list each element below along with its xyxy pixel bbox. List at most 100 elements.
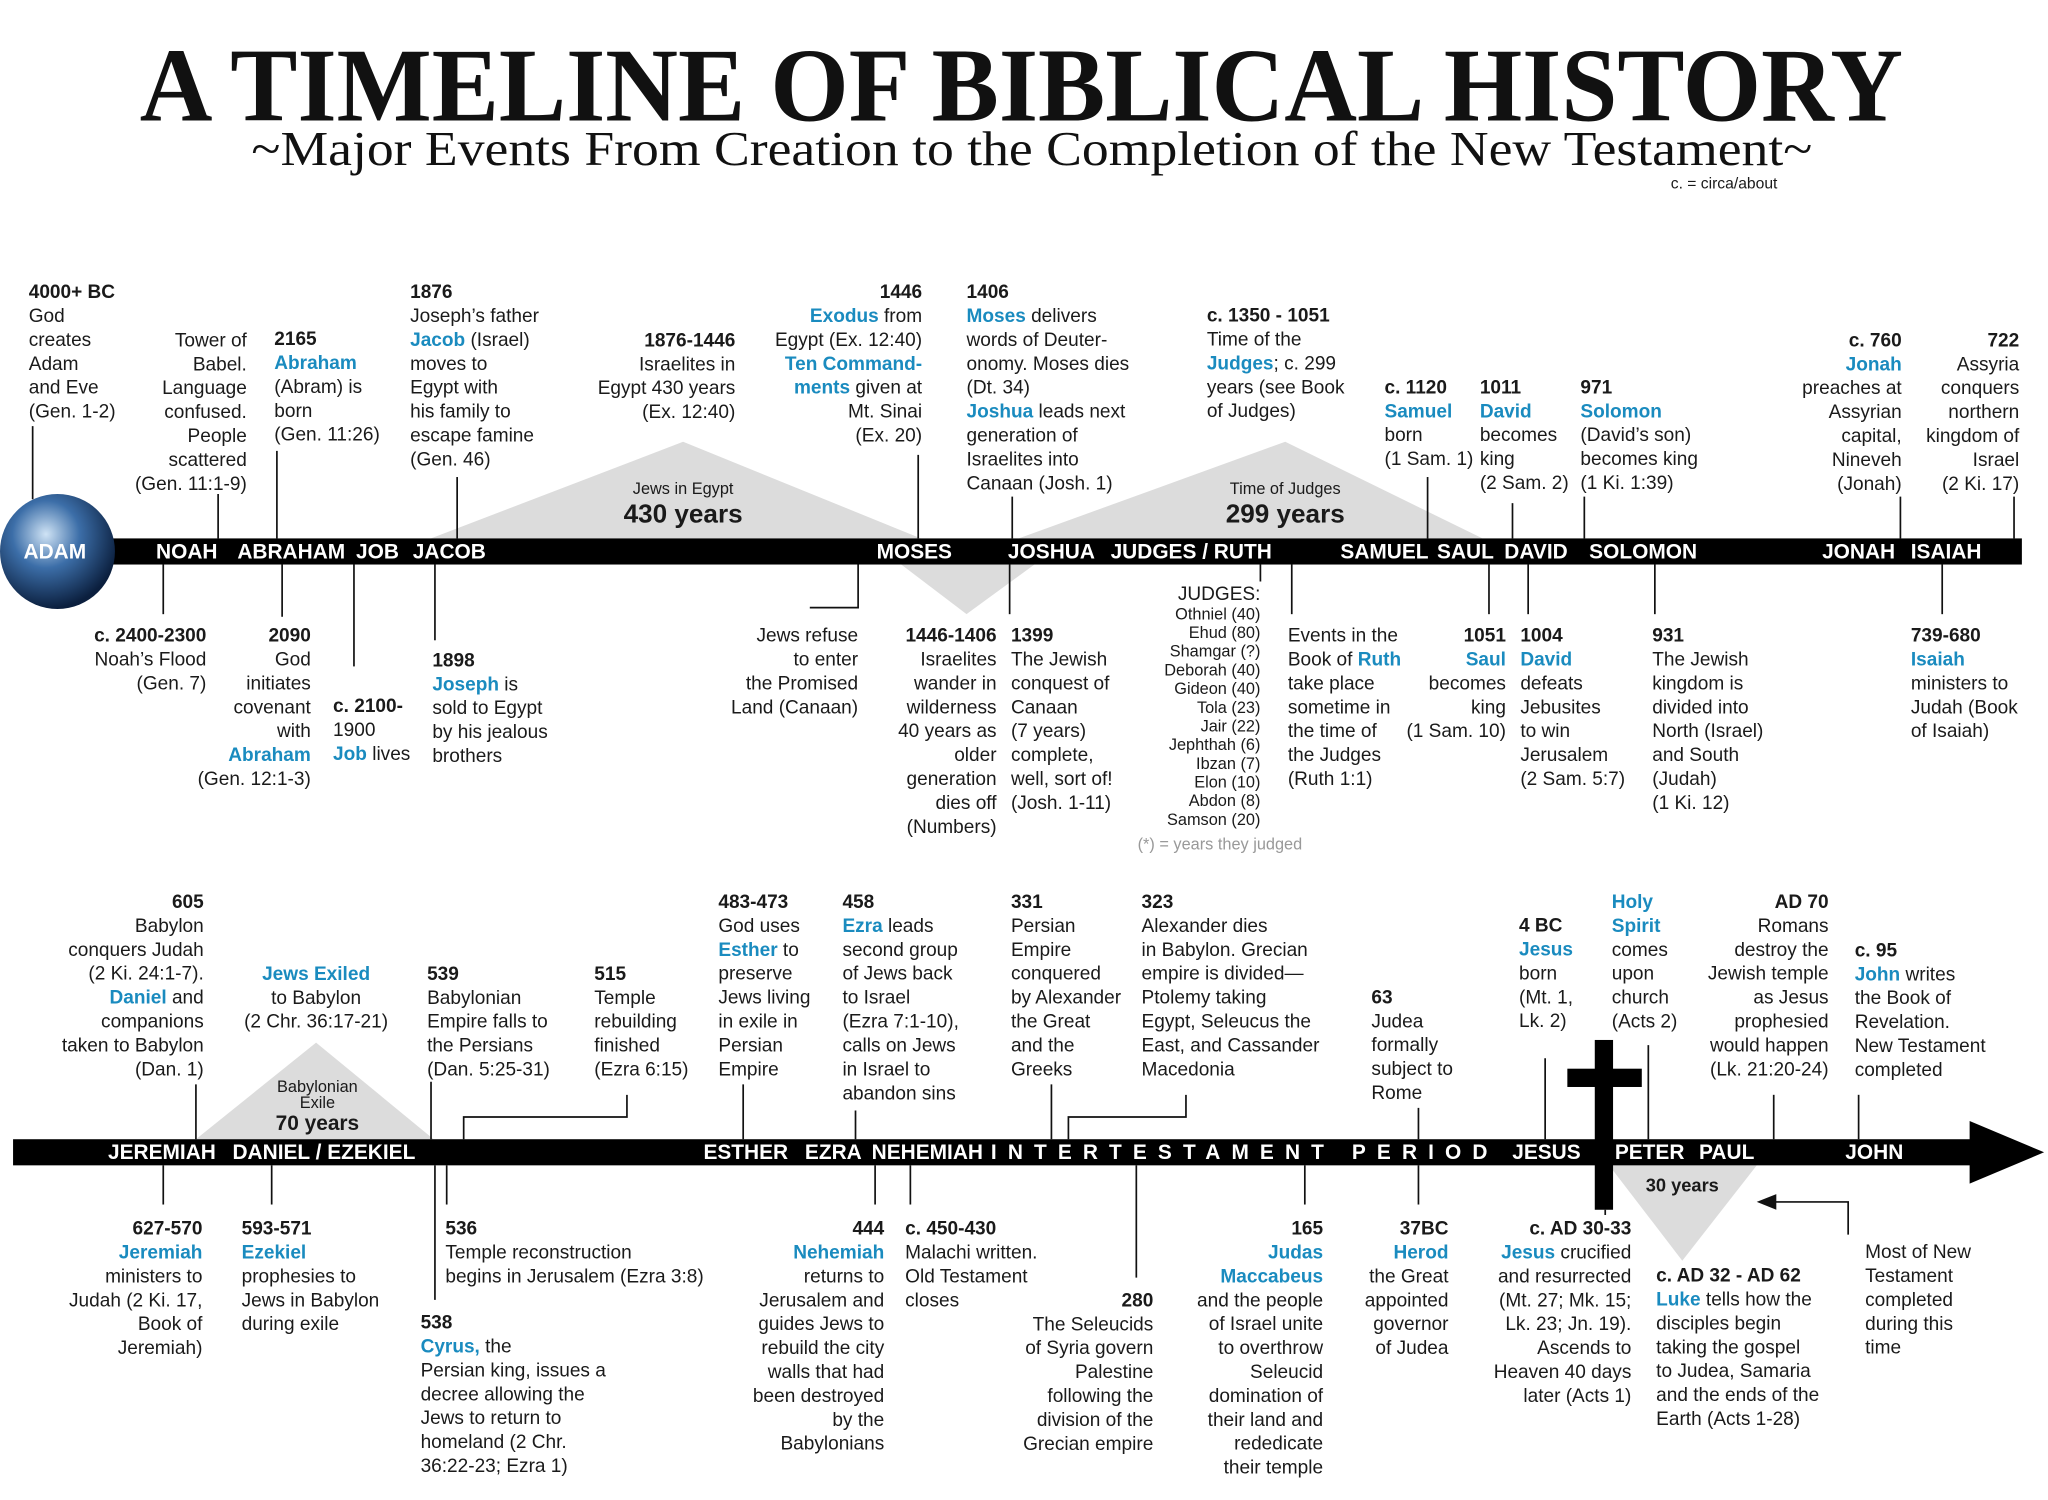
- event-text: of Judea: [1375, 1338, 1448, 1359]
- event-date: 483-473: [718, 892, 788, 913]
- event-text: Ptolemy taking: [1142, 988, 1267, 1009]
- highlight-name: Solomon: [1580, 401, 1661, 422]
- highlight-name: David: [1480, 401, 1532, 422]
- event-text: Samuel: [1384, 401, 1452, 422]
- bar-label: SAMUEL: [1340, 540, 1428, 563]
- event-text: Cyrus, the: [421, 1337, 512, 1358]
- event-text: conquers Judah: [68, 940, 204, 961]
- event-text: king: [1480, 449, 1515, 470]
- event-text: (Ex. 20): [855, 425, 922, 446]
- event-text: God: [29, 306, 65, 327]
- highlight-name: Jacob: [410, 330, 465, 351]
- event-text: in Babylon. Grecian: [1142, 940, 1308, 961]
- text-run: leads: [883, 916, 934, 937]
- highlight-name: Jonah: [1846, 354, 1902, 375]
- event-text: Judah (Book: [1911, 697, 2018, 718]
- highlight-name: Moses: [967, 306, 1026, 327]
- event-text: Heaven 40 days: [1494, 1362, 1632, 1383]
- event-text: (Mt. 1,: [1519, 987, 1573, 1008]
- event-text: in exile in: [718, 1012, 797, 1033]
- event-text: kingdom of: [1926, 426, 2020, 447]
- event-text: of Israel unite: [1209, 1314, 1323, 1335]
- event-text: The Jewish: [1652, 649, 1748, 670]
- event-date: 1898: [432, 650, 474, 671]
- event-text: John writes: [1855, 964, 1956, 985]
- event-date: 444: [852, 1219, 884, 1240]
- event-text: appointed: [1365, 1290, 1449, 1311]
- event-text: onomy. Moses dies: [967, 354, 1130, 375]
- highlight-name: Holy: [1612, 892, 1654, 913]
- event-text: becomes: [1480, 425, 1557, 446]
- event-date: 458: [842, 892, 874, 913]
- event-text: the Judges: [1288, 745, 1381, 766]
- note: c. = circa/about: [1671, 175, 1778, 192]
- event-date: AD 70: [1775, 892, 1829, 913]
- highlight-name: Cyrus,: [421, 1337, 480, 1358]
- highlight-name: Ruth: [1358, 649, 1401, 670]
- highlight-name: Exodus: [810, 306, 879, 327]
- event-text: ministers to: [1911, 673, 2008, 694]
- event-text: Jeremiah): [118, 1338, 203, 1359]
- event-text: East, and Cassander: [1142, 1035, 1321, 1056]
- event-text: (Gen. 12:1-3): [198, 769, 311, 790]
- event-text: Jews living: [718, 988, 810, 1009]
- span-triangle: [195, 1042, 434, 1140]
- event-text: conquest of: [1011, 673, 1110, 694]
- event-text: with: [276, 721, 311, 742]
- event-text: abandon sins: [842, 1083, 955, 1104]
- event-text: by Alexander: [1011, 988, 1122, 1009]
- cross: [1567, 1068, 1642, 1087]
- bar-label: MOSES: [877, 540, 952, 563]
- bar-label: JEREMIAH: [108, 1141, 216, 1164]
- event-text: (Numbers): [907, 817, 997, 838]
- event-text: governor: [1373, 1314, 1449, 1335]
- highlight-name: Joshua: [967, 402, 1034, 423]
- event-text: Jonah: [1846, 354, 1902, 375]
- event-date: c. 2100-: [333, 696, 403, 717]
- text-run: (Israel): [465, 330, 530, 351]
- bar-label: PETER: [1615, 1141, 1685, 1164]
- event-text: (Abram) is: [274, 377, 362, 398]
- event-date: c. 1120: [1384, 377, 1447, 398]
- timeline-bar: [13, 538, 2022, 565]
- bar-label: JONAH: [1822, 540, 1895, 563]
- text-run: and: [167, 988, 204, 1009]
- timeline-bar: [13, 1139, 1979, 1166]
- text-run: 1900: [333, 720, 375, 741]
- highlight-name: Maccabeus: [1220, 1266, 1323, 1287]
- event-text: Jewish temple: [1708, 964, 1829, 985]
- event-text: Jews to return to: [421, 1408, 562, 1429]
- event-text: their temple: [1224, 1458, 1324, 1479]
- judges-heading: JUDGES:: [1178, 584, 1261, 605]
- event-date: c. 450-430: [905, 1219, 996, 1240]
- event-text: finished: [594, 1036, 660, 1057]
- event-text: Rome: [1371, 1083, 1422, 1104]
- event-text: Romans: [1758, 916, 1829, 937]
- event-text: their land and: [1208, 1410, 1323, 1431]
- event-text: Egypt (Ex. 12:40): [775, 330, 922, 351]
- event-text: Judea: [1371, 1011, 1423, 1032]
- bar-label: JESUS: [1512, 1141, 1581, 1164]
- event-date: 1004: [1520, 626, 1563, 647]
- event-date: 538: [421, 1313, 453, 1334]
- highlight-name: Nehemiah: [793, 1242, 884, 1263]
- event-date: 165: [1291, 1219, 1323, 1240]
- event-text: formally: [1371, 1035, 1438, 1056]
- event-text: completed: [1855, 1060, 1943, 1081]
- event-text: (David’s son): [1580, 425, 1691, 446]
- event-text: to Judea, Samaria: [1656, 1361, 1811, 1382]
- event-text: sold to Egypt: [432, 698, 543, 719]
- span-label: Exile: [300, 1094, 335, 1112]
- highlight-name: Luke: [1656, 1289, 1700, 1310]
- event-text: Babylon: [135, 916, 204, 937]
- event-text: David: [1480, 401, 1532, 422]
- event-text: Greeks: [1011, 1059, 1072, 1080]
- event-text: complete,: [1011, 745, 1094, 766]
- event-date: 627-570: [133, 1219, 203, 1240]
- event-text: Job lives: [333, 744, 410, 765]
- event-date: 593-571: [242, 1219, 312, 1240]
- event-text: born: [1384, 425, 1422, 446]
- event-text: Book of Ruth: [1288, 649, 1401, 670]
- bar-label: PAUL: [1699, 1141, 1755, 1164]
- event-text: by his jealous: [432, 722, 547, 743]
